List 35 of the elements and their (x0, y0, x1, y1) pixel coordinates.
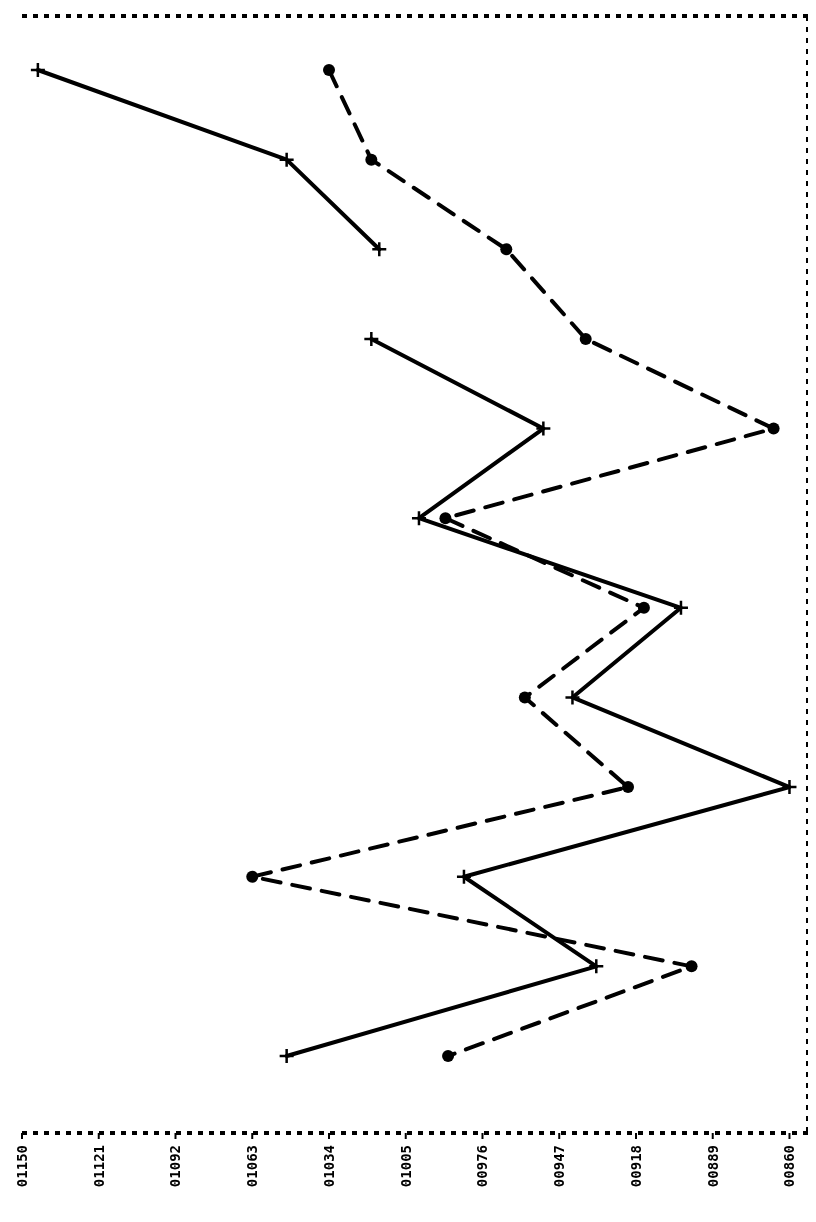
x-tick-label: 01121 (90, 1145, 107, 1188)
point (410, 509, 428, 527)
point (322, 64, 335, 76)
x-tick-label: 01150 (14, 1145, 30, 1188)
x-tick-label: 00918 (627, 1145, 644, 1188)
point (455, 868, 473, 885)
point (637, 601, 650, 614)
point (518, 691, 531, 704)
point (363, 330, 380, 348)
x-tick-label: 00860 (781, 1145, 798, 1188)
point (278, 151, 295, 168)
point (685, 960, 698, 973)
point (622, 781, 635, 794)
point (29, 61, 47, 79)
point (371, 241, 388, 258)
point (500, 243, 513, 256)
point (439, 512, 452, 525)
x-tick-label: 00889 (704, 1145, 721, 1188)
point (246, 870, 259, 883)
x-tick-label: 01063 (244, 1145, 261, 1188)
point (767, 422, 780, 435)
point (564, 689, 581, 706)
point (535, 420, 552, 437)
point (588, 958, 605, 975)
point (278, 1047, 295, 1065)
point (442, 1050, 455, 1062)
x-tick-label: 00976 (474, 1145, 491, 1188)
x-tick-label: 01005 (397, 1145, 414, 1188)
point (781, 778, 798, 796)
point (672, 599, 690, 617)
x-tick-label: 01034 (320, 1145, 337, 1188)
x-tick-label: 01092 (167, 1145, 184, 1188)
point (579, 332, 592, 345)
point (365, 153, 378, 166)
x-tick-label: 00947 (551, 1145, 568, 1188)
